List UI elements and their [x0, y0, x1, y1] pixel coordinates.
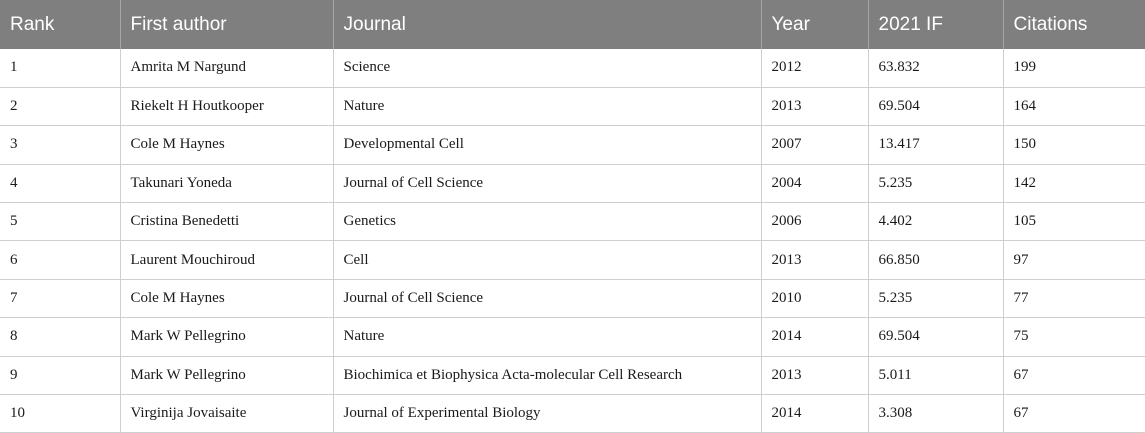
table-header: Rank First author Journal Year 2021 IF C… [0, 0, 1145, 49]
cell-impact-factor: 63.832 [867, 49, 1003, 88]
cell-journal: Biochimica et Biophysica Acta-molecular … [332, 356, 761, 396]
cell-first-author: Laurent Mouchiroud [119, 240, 333, 280]
cell-first-author: Mark W Pellegrino [119, 356, 333, 396]
cell-citations: 142 [1002, 164, 1145, 204]
cell-impact-factor: 5.011 [867, 356, 1003, 396]
cell-journal: Cell [332, 240, 761, 280]
cell-first-author: Cristina Benedetti [119, 202, 333, 242]
header-year: Year [760, 0, 868, 49]
table-row: 10 Virginija Jovaisaite Journal of Exper… [0, 394, 1145, 433]
cell-journal: Genetics [332, 202, 761, 242]
header-citations: Citations [1002, 0, 1145, 49]
cell-impact-factor: 5.235 [867, 279, 1003, 319]
cell-citations: 105 [1002, 202, 1145, 242]
cell-rank: 9 [0, 356, 120, 396]
cell-impact-factor: 3.308 [867, 394, 1003, 433]
cell-year: 2012 [760, 49, 868, 88]
cell-rank: 2 [0, 87, 120, 127]
cell-citations: 150 [1002, 125, 1145, 165]
cell-year: 2013 [760, 356, 868, 396]
cell-year: 2013 [760, 87, 868, 127]
header-journal: Journal [332, 0, 761, 49]
cell-citations: 97 [1002, 240, 1145, 280]
table-row: 1 Amrita M Nargund Science 2012 63.832 1… [0, 49, 1145, 88]
cell-rank: 5 [0, 202, 120, 242]
cell-rank: 7 [0, 279, 120, 319]
cell-year: 2010 [760, 279, 868, 319]
cell-citations: 77 [1002, 279, 1145, 319]
table-row: 9 Mark W Pellegrino Biochimica et Biophy… [0, 356, 1145, 396]
cell-year: 2004 [760, 164, 868, 204]
table-row: 8 Mark W Pellegrino Nature 2014 69.504 7… [0, 317, 1145, 357]
cell-citations: 199 [1002, 49, 1145, 88]
cell-year: 2013 [760, 240, 868, 280]
cell-year: 2007 [760, 125, 868, 165]
cell-journal: Journal of Cell Science [332, 279, 761, 319]
table-row: 5 Cristina Benedetti Genetics 2006 4.402… [0, 202, 1145, 242]
cell-first-author: Virginija Jovaisaite [119, 394, 333, 433]
cell-first-author: Mark W Pellegrino [119, 317, 333, 357]
cell-first-author: Takunari Yoneda [119, 164, 333, 204]
cell-year: 2006 [760, 202, 868, 242]
cell-first-author: Cole M Haynes [119, 125, 333, 165]
cell-impact-factor: 4.402 [867, 202, 1003, 242]
table-body: 1 Amrita M Nargund Science 2012 63.832 1… [0, 49, 1145, 433]
cell-impact-factor: 69.504 [867, 317, 1003, 357]
cell-citations: 67 [1002, 394, 1145, 433]
cell-impact-factor: 13.417 [867, 125, 1003, 165]
cell-journal: Developmental Cell [332, 125, 761, 165]
cell-year: 2014 [760, 394, 868, 433]
table-row: 7 Cole M Haynes Journal of Cell Science … [0, 279, 1145, 319]
cell-rank: 10 [0, 394, 120, 433]
cell-citations: 67 [1002, 356, 1145, 396]
cell-journal: Nature [332, 87, 761, 127]
cell-first-author: Riekelt H Houtkooper [119, 87, 333, 127]
cell-year: 2014 [760, 317, 868, 357]
cell-first-author: Amrita M Nargund [119, 49, 333, 88]
cell-rank: 3 [0, 125, 120, 165]
table-row: 4 Takunari Yoneda Journal of Cell Scienc… [0, 164, 1145, 204]
header-impact-factor: 2021 IF [867, 0, 1003, 49]
cell-impact-factor: 66.850 [867, 240, 1003, 280]
cell-rank: 8 [0, 317, 120, 357]
cell-impact-factor: 69.504 [867, 87, 1003, 127]
cell-journal: Science [332, 49, 761, 88]
table-row: 2 Riekelt H Houtkooper Nature 2013 69.50… [0, 87, 1145, 127]
cell-rank: 1 [0, 49, 120, 88]
cell-impact-factor: 5.235 [867, 164, 1003, 204]
cell-citations: 75 [1002, 317, 1145, 357]
table-row: 3 Cole M Haynes Developmental Cell 2007 … [0, 125, 1145, 165]
cell-citations: 164 [1002, 87, 1145, 127]
header-rank: Rank [10, 13, 55, 35]
cell-journal: Journal of Cell Science [332, 164, 761, 204]
header-first-author: First author [119, 0, 333, 49]
cell-journal: Journal of Experimental Biology [332, 394, 761, 433]
cell-rank: 6 [0, 240, 120, 280]
cell-first-author: Cole M Haynes [119, 279, 333, 319]
cell-journal: Nature [332, 317, 761, 357]
cell-rank: 4 [0, 164, 120, 204]
table-row: 6 Laurent Mouchiroud Cell 2013 66.850 97 [0, 240, 1145, 280]
header-row: Rank First author Journal Year 2021 IF C… [0, 0, 1145, 49]
